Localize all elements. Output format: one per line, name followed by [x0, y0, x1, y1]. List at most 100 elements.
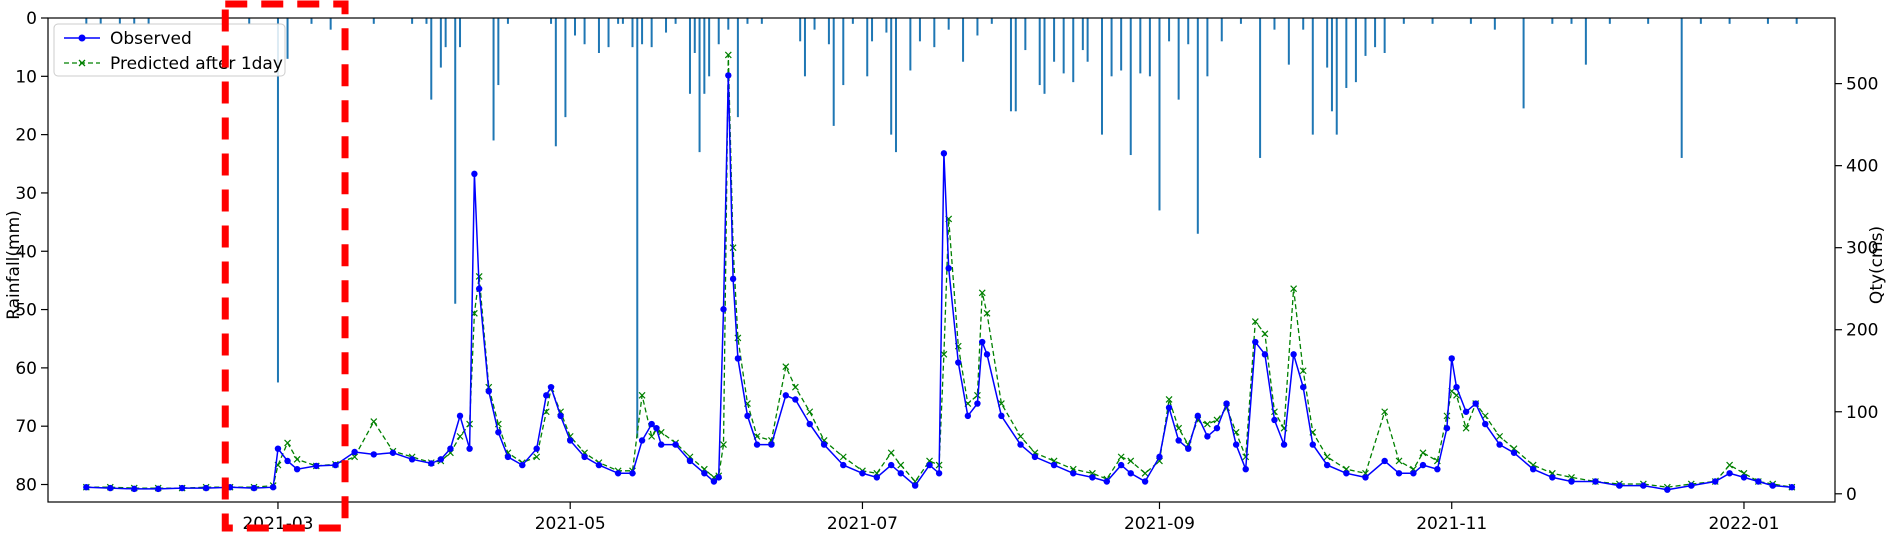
- predicted-point: [1242, 453, 1250, 461]
- predicted-point: [983, 309, 991, 317]
- observed-point: [547, 383, 555, 391]
- rainfall-bar: [894, 18, 897, 153]
- observed-point: [1740, 474, 1748, 481]
- observed-point: [840, 461, 847, 469]
- right-tick-label: 0: [1846, 485, 1857, 505]
- rainfall-bar: [1302, 18, 1305, 30]
- observed-point: [370, 451, 377, 458]
- rainfall-bar: [909, 18, 912, 71]
- rainfall-bar: [1177, 18, 1180, 100]
- rainfall-bar: [1196, 18, 1199, 234]
- observed-point: [1232, 441, 1240, 448]
- observed-point: [428, 460, 435, 467]
- observed-point: [1529, 465, 1537, 473]
- observed-point: [940, 150, 948, 157]
- rainfall-bar: [688, 18, 691, 94]
- rainfall-bar: [1187, 18, 1190, 45]
- rainfall-bar: [454, 18, 457, 304]
- rainfall-bar: [698, 18, 701, 153]
- predicted-point: [720, 441, 727, 449]
- rainfall-bar: [492, 18, 495, 141]
- observed-point: [1362, 474, 1369, 481]
- observed-point: [543, 392, 550, 399]
- observed-point: [638, 437, 646, 444]
- rainfall-bar: [1014, 18, 1017, 112]
- rainfall-bar: [1220, 18, 1223, 42]
- rainfall-bar: [842, 18, 845, 86]
- rainfall-bar: [1129, 18, 1132, 156]
- rainfall-bar: [425, 18, 428, 24]
- observed-point: [1410, 470, 1417, 477]
- rainfall-bar: [1326, 18, 1329, 68]
- left-tick-label: 70: [15, 417, 37, 437]
- rainfall-bar: [583, 18, 586, 45]
- observed-point: [533, 445, 540, 452]
- observed-point: [1194, 412, 1202, 420]
- rainfall-bar: [1364, 18, 1367, 56]
- rainfall-bar: [372, 18, 375, 24]
- rainfall-bar: [1431, 18, 1434, 24]
- predicted-point: [1381, 408, 1389, 416]
- rainfall-bar: [736, 18, 739, 118]
- predicted-point: [1017, 432, 1024, 440]
- rainfall-bars: [85, 18, 1798, 438]
- rainfall-bar: [717, 18, 720, 45]
- observed-point: [935, 470, 943, 477]
- rainfall-bar: [1311, 18, 1314, 135]
- observed-point: [629, 470, 636, 477]
- observed-point: [1755, 478, 1762, 485]
- observed-point: [1103, 478, 1110, 485]
- predicted-point: [1251, 318, 1259, 325]
- observed-point: [581, 453, 588, 461]
- observed-point: [595, 461, 603, 469]
- predicted-point: [1141, 469, 1149, 477]
- observed-point: [504, 453, 512, 461]
- predicted-point: [978, 289, 986, 297]
- left-tick-label: 40: [15, 242, 37, 262]
- observed-point: [389, 449, 397, 456]
- rainfall-bar: [1120, 18, 1123, 71]
- observed-point: [1434, 465, 1441, 473]
- rainfall-bar: [1168, 18, 1171, 42]
- rainfall-bar: [1273, 18, 1276, 30]
- observed-point: [897, 470, 904, 477]
- observed-point: [1472, 400, 1479, 407]
- legend: Observed Predicted after 1day: [53, 23, 286, 77]
- observed-point: [1127, 470, 1134, 477]
- rainfall-bar: [621, 18, 624, 24]
- observed-point: [1309, 441, 1316, 448]
- observed-point: [274, 445, 282, 452]
- observed-point: [701, 470, 708, 477]
- rainfall-bar: [708, 18, 711, 77]
- predicted-point: [1481, 412, 1489, 420]
- observed-point: [178, 484, 186, 492]
- rainfall-bar: [506, 18, 509, 24]
- right-tick-label: 300: [1846, 239, 1878, 259]
- observed-point: [471, 170, 478, 178]
- rainfall-bar: [411, 18, 414, 24]
- rainfall-bar: [329, 18, 332, 30]
- observed-point: [437, 456, 445, 463]
- rainfall-bar: [1493, 18, 1496, 30]
- observed-point: [1381, 457, 1388, 465]
- rainfall-bar: [1354, 18, 1357, 83]
- rainfall-bar: [85, 18, 88, 24]
- rainfall-bar: [1522, 18, 1525, 109]
- observed-point: [653, 424, 660, 432]
- observed-point: [1462, 408, 1470, 415]
- observed-point: [495, 429, 502, 436]
- observed-point: [1568, 478, 1575, 485]
- x-tick-label: 2021-11: [1416, 514, 1487, 533]
- rainfall-bar: [439, 18, 442, 68]
- observed-point: [466, 445, 473, 452]
- predicted-point: [284, 439, 291, 447]
- rainfall-bar: [1081, 18, 1084, 51]
- rainfall-bar: [1680, 18, 1683, 158]
- observed-point: [983, 351, 991, 358]
- observed-point: [250, 484, 258, 492]
- observed-point: [131, 485, 138, 493]
- observed-point: [614, 470, 622, 477]
- observed-point: [1395, 470, 1403, 477]
- observed-point: [1050, 461, 1058, 469]
